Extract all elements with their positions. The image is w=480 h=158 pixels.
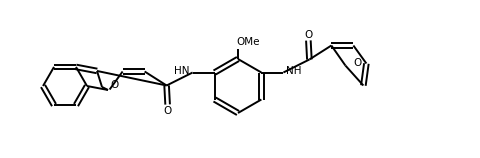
Text: O: O — [164, 106, 172, 115]
Text: HN: HN — [174, 67, 190, 76]
Text: NH: NH — [287, 67, 302, 76]
Text: OMe: OMe — [236, 37, 260, 47]
Text: O: O — [304, 30, 312, 40]
Text: O: O — [110, 80, 118, 90]
Text: O: O — [353, 58, 361, 69]
